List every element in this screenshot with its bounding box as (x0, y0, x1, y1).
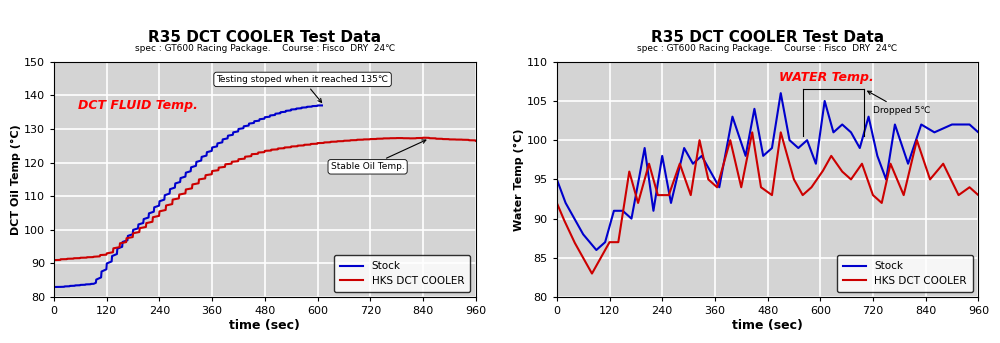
HKS DCT COOLER (470, 139, 482, 143)
HKS DCT COOLER (586, 272, 598, 276)
HKS DCT COOLER (840, 173, 852, 177)
Text: spec : GT600 Racing Package.    Course : Fisco  DRY  24℃: spec : GT600 Racing Package. Course : Fi… (135, 44, 395, 53)
Text: spec : GT600 Racing Package.    Course : Fisco  DRY  24℃: spec : GT600 Racing Package. Course : Fi… (637, 44, 898, 53)
HKS DCT COOLER (237, 157, 249, 161)
Title: R35 DCT COOLER Test Data: R35 DCT COOLER Test Data (651, 30, 884, 45)
Legend: Stock, HKS DCT COOLER: Stock, HKS DCT COOLER (334, 255, 470, 292)
Stock (579, 234, 591, 238)
Stock (790, 144, 802, 148)
Stock (775, 91, 787, 95)
Y-axis label: Water Temp (°C): Water Temp (°C) (514, 128, 524, 230)
Line: Stock: Stock (54, 105, 322, 287)
Stock (899, 153, 911, 157)
HKS DCT COOLER (579, 259, 591, 263)
HKS DCT COOLER (601, 245, 613, 249)
Title: R35 DCT COOLER Test Data: R35 DCT COOLER Test Data (148, 30, 381, 45)
HKS DCT COOLER (48, 258, 60, 262)
HKS DCT COOLER (972, 193, 984, 197)
Stock (316, 103, 328, 107)
Line: HKS DCT COOLER: HKS DCT COOLER (54, 138, 476, 260)
Stock (551, 177, 563, 181)
HKS DCT COOLER (98, 253, 110, 257)
Legend: Stock, HKS DCT COOLER: Stock, HKS DCT COOLER (837, 255, 973, 292)
Text: Dropped 5℃: Dropped 5℃ (868, 91, 930, 115)
Stock (206, 149, 218, 153)
X-axis label: time (sec): time (sec) (732, 319, 803, 332)
Stock (66, 284, 78, 288)
HKS DCT COOLER (417, 136, 429, 140)
Line: HKS DCT COOLER: HKS DCT COOLER (557, 132, 978, 274)
HKS DCT COOLER (286, 144, 298, 149)
Y-axis label: DCT Oil Temp (°C): DCT Oil Temp (°C) (11, 124, 21, 235)
Stock (48, 285, 60, 289)
Text: Testing stoped when it reached 135℃: Testing stoped when it reached 135℃ (217, 75, 389, 102)
Stock (312, 103, 324, 107)
Stock (590, 248, 602, 252)
Stock (972, 130, 984, 134)
Stock (299, 105, 311, 109)
HKS DCT COOLER (740, 161, 752, 165)
Stock (201, 150, 213, 154)
Text: WATER Temp.: WATER Temp. (779, 71, 873, 84)
Line: Stock: Stock (557, 93, 978, 250)
HKS DCT COOLER (746, 130, 758, 134)
HKS DCT COOLER (551, 201, 563, 205)
Stock (601, 234, 613, 238)
HKS DCT COOLER (790, 180, 802, 185)
HKS DCT COOLER (395, 136, 407, 140)
HKS DCT COOLER (899, 188, 911, 192)
HKS DCT COOLER (76, 256, 88, 260)
Text: Stable Oil Temp.: Stable Oil Temp. (331, 140, 426, 171)
X-axis label: time (sec): time (sec) (229, 319, 300, 332)
HKS DCT COOLER (337, 139, 349, 143)
Text: DCT FLUID Temp.: DCT FLUID Temp. (78, 99, 198, 112)
Stock (840, 126, 852, 130)
Stock (109, 253, 121, 257)
Stock (740, 152, 752, 156)
Stock (293, 106, 305, 110)
